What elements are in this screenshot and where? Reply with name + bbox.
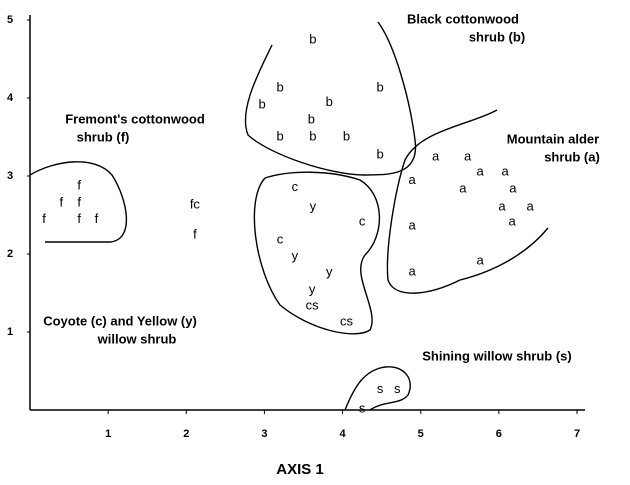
point-marker: y [292,248,299,263]
point-marker: b [309,128,316,143]
point-marker: a [432,149,440,164]
point-marker: b [326,94,333,109]
point-marker: a [459,181,467,196]
annotation: shrub (a) [544,149,600,164]
y-tick-label: 2 [7,248,13,260]
point-marker: f [193,227,197,242]
x-tick-label: 4 [340,428,347,440]
cluster-outline [244,21,417,176]
point-marker: b [376,146,383,161]
point-marker: a [498,199,506,214]
point-marker: f [77,178,81,193]
point-marker: b [343,128,350,143]
point-marker: b [276,128,283,143]
point-marker: a [509,181,517,196]
x-tick-label: 2 [183,428,189,440]
annotation: willow shrub [97,331,177,346]
annotation: Black cottonwood [407,11,519,26]
x-tick-label: 5 [418,428,424,440]
cluster-outline [29,161,128,243]
point-marker: y [310,199,317,214]
point-marker: b [309,32,316,47]
point-marker: y [326,264,333,279]
x-tick-label: 7 [574,428,580,440]
x-tick-label: 3 [261,428,267,440]
point-marker: c [359,213,366,228]
annotation: Fremont's cottonwood [65,111,205,126]
point-marker: a [409,172,417,187]
point-marker: a [526,199,534,214]
point-marker: b [258,96,265,111]
point-marker: cs [340,313,354,328]
point-marker: a [501,164,509,179]
point-marker: s [359,401,366,416]
point-marker: b [276,79,283,94]
annotation: Mountain alder [507,131,599,146]
y-tick-label: 1 [7,326,13,338]
annotation: shrub (b) [469,29,525,44]
point-marker: f [95,211,99,226]
annotation: Shining willow shrub (s) [422,348,572,363]
y-tick-label: 4 [7,92,14,104]
point-marker: a [476,164,484,179]
point-marker: c [292,179,299,194]
cluster-outline [253,171,381,335]
x-tick-label: 6 [496,428,502,440]
y-tick-label: 3 [7,170,13,182]
point-marker: fc [190,196,201,211]
point-marker: s [377,381,384,396]
y-tick-label: 5 [7,14,13,26]
point-marker: b [308,111,315,126]
x-tick-label: 1 [105,428,111,440]
point-marker: c [277,231,284,246]
point-marker: cs [306,298,320,313]
point-marker: a [409,263,417,278]
point-marker: f [77,211,81,226]
annotation: Coyote (c) and Yellow (y) [43,313,197,328]
point-marker: y [309,281,316,296]
point-marker: f [42,211,46,226]
point-marker: s [394,381,401,396]
point-marker: a [464,149,472,164]
cluster-outline [344,366,411,411]
point-marker: f [77,195,81,210]
cluster-outlines [29,21,549,411]
point-marker: a [509,213,517,228]
point-marker: a [409,217,417,232]
point-marker: f [59,195,63,210]
cluster-outline [386,109,549,294]
point-marker: a [476,252,484,267]
point-marker: b [376,79,383,94]
x-axis-label: AXIS 1 [276,461,324,478]
annotation: shrub (f) [77,129,130,144]
